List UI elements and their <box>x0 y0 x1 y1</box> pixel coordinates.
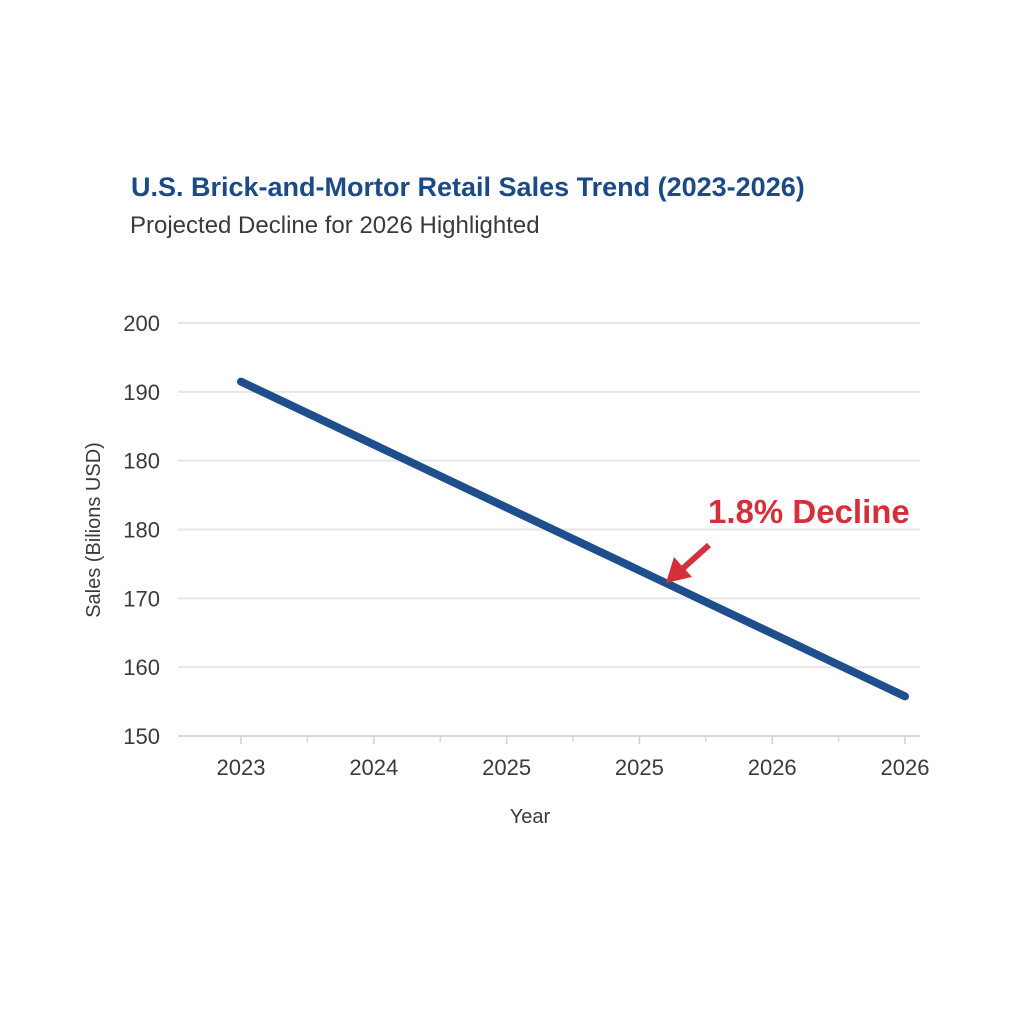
y-tick-label: 180 <box>123 518 160 543</box>
annotation-arrow-shaft <box>677 542 711 574</box>
x-tick-label: 2026 <box>881 755 930 780</box>
annotation-label: 1.8% Decline <box>708 493 910 530</box>
chart-subtitle: Projected Decline for 2026 Highlighted <box>130 212 540 239</box>
y-tick-label: 180 <box>123 449 160 474</box>
x-tick-label: 2026 <box>748 755 797 780</box>
x-tick-label: 2025 <box>482 755 531 780</box>
y-tick-label: 170 <box>123 586 160 611</box>
y-tick-label: 190 <box>123 380 160 405</box>
annotation-arrow-head-icon <box>665 557 692 584</box>
x-tick-label: 2025 <box>615 755 664 780</box>
x-tick-label: 2024 <box>349 755 398 780</box>
y-axis-label: Sales (Bilions USD) <box>83 442 105 618</box>
x-tick-label: 2023 <box>217 755 266 780</box>
chart-title: U.S. Brick-and-Mortor Retail Sales Trend… <box>131 172 805 202</box>
x-axis-label: Year <box>510 806 551 828</box>
y-tick-label: 200 <box>123 311 160 336</box>
series-line-sales <box>237 377 909 701</box>
y-tick-label: 160 <box>123 655 160 680</box>
y-tick-label: 150 <box>123 724 160 749</box>
